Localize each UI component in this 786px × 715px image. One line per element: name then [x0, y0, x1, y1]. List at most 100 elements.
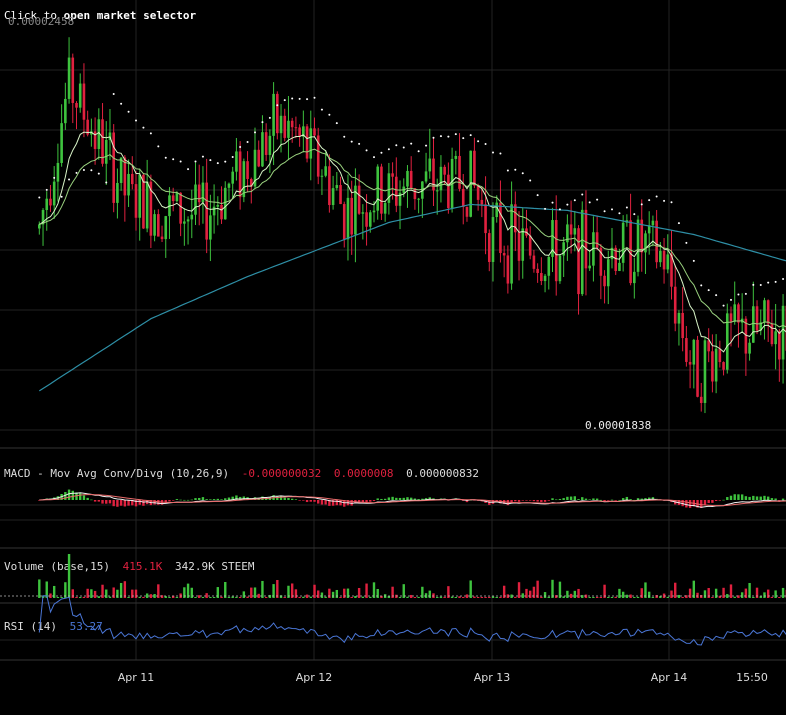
volume-bar [145, 593, 149, 598]
sar-dot [529, 179, 532, 182]
candle-body [246, 161, 249, 179]
sar-dot [38, 196, 41, 199]
volume-bar [175, 597, 179, 598]
volume-bar [131, 589, 134, 598]
candle-body [290, 120, 294, 128]
candle-body [93, 131, 97, 149]
candle-body [335, 185, 339, 189]
candle-body [432, 158, 435, 191]
candle [220, 186, 223, 224]
candle-body [64, 98, 67, 124]
candle [368, 210, 372, 233]
volume-bar [205, 593, 208, 598]
volume-bar [488, 596, 491, 598]
macd-histogram-bar [599, 499, 603, 501]
candle [778, 328, 781, 382]
macd-histogram-bar [726, 497, 729, 500]
volume-bar [220, 596, 223, 598]
sar-dot [149, 132, 152, 135]
candle-body [484, 204, 487, 234]
candle [517, 211, 521, 281]
candle-body [350, 197, 353, 235]
candle-body [424, 171, 428, 182]
candle [499, 180, 502, 263]
candle-body [711, 351, 714, 382]
candle [439, 155, 443, 203]
candle-body [651, 220, 655, 226]
sar-dot [417, 150, 420, 153]
candle-body [763, 300, 766, 323]
volume-bar [517, 582, 521, 598]
candle [302, 110, 305, 153]
volume-bar [647, 591, 651, 598]
candle [618, 248, 621, 272]
x-tick-label: Apr 12 [296, 671, 333, 684]
macd-histogram-bar [387, 497, 391, 500]
candle-body [476, 185, 480, 200]
volume-bar [677, 594, 681, 598]
candle [395, 157, 398, 213]
volume-bar [250, 587, 253, 598]
candle-body [346, 197, 350, 240]
macd-histogram-bar [376, 498, 379, 500]
candle [688, 350, 692, 389]
candle-body [186, 219, 190, 222]
candle [93, 117, 97, 165]
volume-bar [309, 596, 312, 598]
macd-histogram-bar [592, 498, 595, 500]
candle [153, 209, 156, 242]
volume-bar [577, 588, 580, 598]
candle [540, 257, 543, 286]
macd-histogram-bar [90, 499, 93, 501]
volume-bar [324, 596, 327, 598]
volume-bar [227, 596, 231, 598]
volume-bar [558, 581, 562, 598]
macd-histogram-bar [131, 500, 134, 506]
volume-bar [759, 596, 762, 598]
sar-dot [82, 169, 85, 172]
volume-bar [733, 596, 736, 598]
macd-value-2: 0.0000008 [334, 467, 394, 480]
macd-histogram-bar [737, 494, 740, 500]
candle [130, 156, 134, 190]
macd-histogram-bar [309, 500, 312, 502]
volume-bar [681, 596, 684, 598]
volume-panel: Volume (base,15) 415.1K 342.9K STEEM [0, 554, 786, 598]
candle [328, 154, 331, 213]
candle [629, 193, 632, 286]
sar-dot [670, 201, 673, 204]
candle [461, 173, 465, 225]
candle [699, 382, 703, 412]
candle [313, 117, 316, 138]
candle [231, 166, 234, 199]
candle-body [283, 115, 287, 138]
price-panel: 0.00002458 [8, 15, 786, 414]
candle-body [647, 225, 651, 234]
volume-bar [357, 587, 361, 598]
candle-body [502, 253, 506, 256]
macd-histogram-bar [86, 497, 89, 500]
volume-bar [610, 596, 614, 598]
volume-bar [640, 588, 643, 598]
candle-body [104, 139, 108, 164]
sar-dot [135, 119, 137, 122]
candle-body [179, 192, 182, 224]
volume-bar [216, 587, 220, 598]
volume-bar [510, 594, 513, 598]
market-selector[interactable]: Click to open market selector [4, 9, 196, 22]
candle-body [532, 255, 536, 269]
candle-body [67, 57, 71, 99]
sar-dot [97, 172, 100, 175]
volume-bar [108, 596, 112, 598]
candle-body [119, 157, 123, 183]
candle [82, 63, 86, 138]
candle-body [487, 233, 491, 262]
sar-dot [120, 102, 123, 105]
sar-dot [291, 97, 294, 100]
candle-body [395, 176, 398, 206]
volume-bar [417, 596, 420, 598]
candle [78, 73, 82, 113]
macd-panel: MACD - Mov Avg Conv/Divg (10,26,9) -0.00… [4, 467, 786, 508]
candle-body [577, 228, 580, 295]
